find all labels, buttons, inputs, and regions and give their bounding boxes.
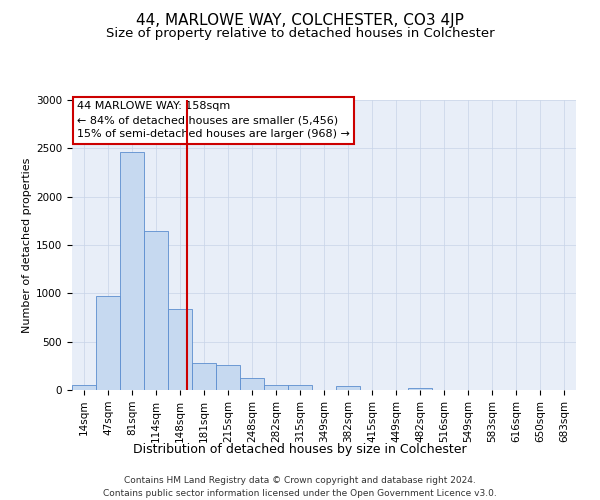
Bar [408,388,432,390]
Bar [144,230,168,390]
Text: 44, MARLOWE WAY, COLCHESTER, CO3 4JP: 44, MARLOWE WAY, COLCHESTER, CO3 4JP [136,12,464,28]
Bar [264,384,288,390]
Bar [168,309,192,390]
Y-axis label: Number of detached properties: Number of detached properties [22,158,32,332]
Text: 44 MARLOWE WAY: 158sqm
← 84% of detached houses are smaller (5,456)
15% of semi-: 44 MARLOWE WAY: 158sqm ← 84% of detached… [77,102,350,140]
Bar [336,386,360,390]
Text: Size of property relative to detached houses in Colchester: Size of property relative to detached ho… [106,28,494,40]
Bar [240,378,264,390]
Text: Distribution of detached houses by size in Colchester: Distribution of detached houses by size … [133,442,467,456]
Text: Contains HM Land Registry data © Crown copyright and database right 2024.: Contains HM Land Registry data © Crown c… [124,476,476,485]
Text: Contains public sector information licensed under the Open Government Licence v3: Contains public sector information licen… [103,489,497,498]
Bar [288,385,312,390]
Bar [216,365,240,390]
Bar [72,385,96,390]
Bar [192,364,216,390]
Bar [120,152,144,390]
Bar [96,296,120,390]
